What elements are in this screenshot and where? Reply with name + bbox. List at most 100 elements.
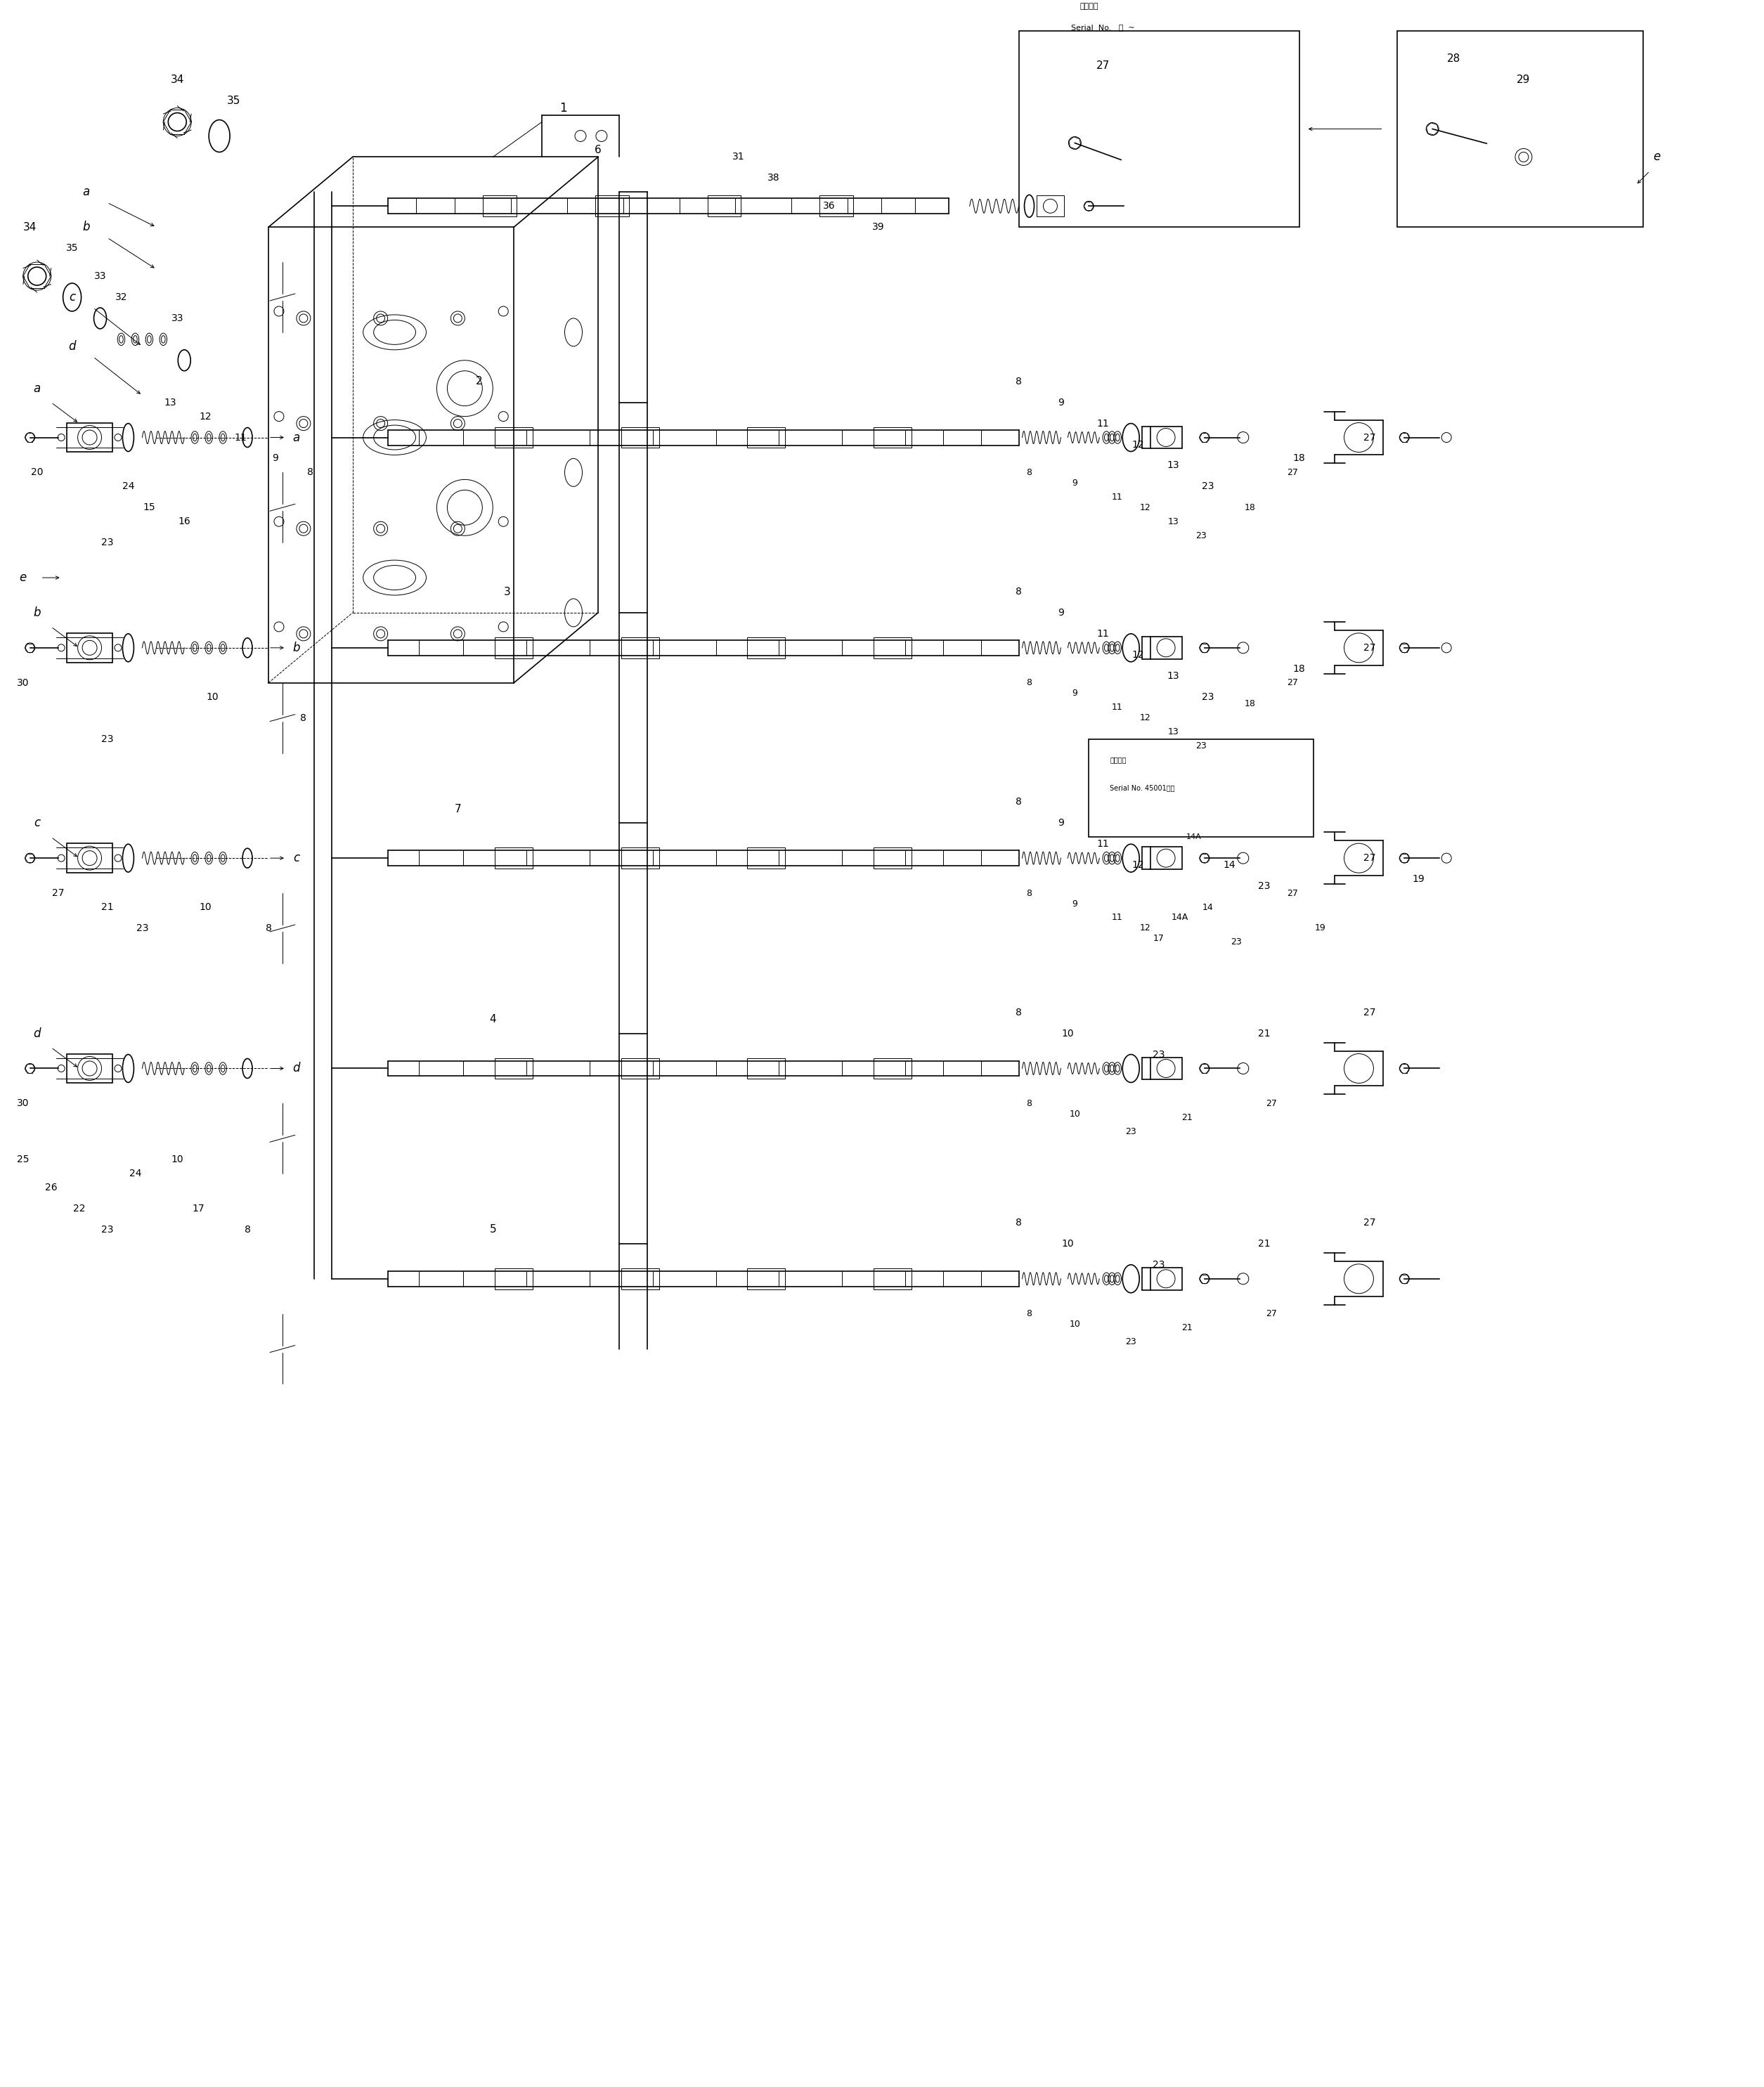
Bar [1088,739,1312,837]
Text: 4: 4 [489,1014,496,1025]
Text: 39: 39 [873,221,886,232]
Text: 35: 35 [65,244,78,253]
Text: 17: 17 [192,1204,205,1213]
Text: 23: 23 [136,922,148,933]
Bar [873,428,912,449]
Bar [1035,196,1064,217]
Text: 8: 8 [1016,376,1021,386]
Bar [496,1269,533,1290]
Bar [707,196,741,217]
Text: 10: 10 [1062,1029,1074,1039]
Text: 8: 8 [1027,1100,1032,1108]
Text: Serial No. 45001～・: Serial No. 45001～・ [1110,785,1175,791]
Text: 33: 33 [93,271,106,282]
Text: b: b [293,641,300,653]
Bar [1150,426,1182,449]
Text: 34: 34 [23,221,37,232]
Text: 8: 8 [1027,889,1032,897]
Bar [1020,31,1300,227]
Text: 15: 15 [143,503,155,513]
Text: 23: 23 [101,538,113,547]
Text: b: b [34,607,41,620]
Text: 27: 27 [1364,1008,1376,1016]
Text: 21: 21 [1182,1112,1192,1123]
Text: 8: 8 [1027,467,1032,478]
Text: 11: 11 [1111,914,1122,922]
Text: 24: 24 [122,482,134,490]
Text: 13: 13 [1168,728,1178,737]
Text: 18: 18 [1245,503,1256,511]
Bar [496,1058,533,1079]
Text: 12: 12 [1140,714,1150,722]
Text: 21: 21 [101,902,113,912]
Text: 12: 12 [1140,503,1150,511]
Text: 9: 9 [1058,607,1064,618]
Text: 12: 12 [199,411,212,422]
Text: 13: 13 [1166,670,1178,680]
Bar [748,428,785,449]
Text: 11: 11 [1097,419,1110,428]
Text: 27: 27 [51,889,64,897]
Text: 22: 22 [72,1204,85,1213]
Text: 8: 8 [1016,1008,1021,1016]
Text: 14A: 14A [1171,914,1189,922]
Text: 8: 8 [1027,1309,1032,1319]
Text: 38: 38 [767,173,780,184]
Text: 35: 35 [226,96,240,106]
Text: c: c [293,851,300,864]
Bar [496,637,533,657]
Text: 9: 9 [1073,478,1078,488]
Text: 8: 8 [1016,797,1021,808]
Bar [621,428,660,449]
Bar [873,637,912,657]
Text: a: a [34,382,41,394]
Text: 6: 6 [594,144,602,154]
Text: 23: 23 [101,1225,113,1236]
Bar [1150,847,1182,870]
Text: 31: 31 [732,152,744,163]
Bar [483,196,517,217]
Text: 10: 10 [1069,1110,1080,1119]
Text: 23: 23 [1154,1261,1166,1269]
Bar [748,847,785,868]
Text: 14: 14 [1222,860,1235,870]
Text: 27: 27 [1364,432,1376,442]
Text: 17: 17 [1154,935,1164,943]
Bar [1150,1267,1182,1290]
Text: 19: 19 [1413,874,1425,885]
Text: 27: 27 [1286,889,1298,897]
Text: 9: 9 [1058,397,1064,407]
Text: 27: 27 [1286,678,1298,687]
Text: 29: 29 [1517,75,1531,86]
Text: 7: 7 [455,803,460,814]
Text: 27: 27 [1364,643,1376,653]
Bar [748,1058,785,1079]
Text: 8: 8 [307,467,314,478]
Bar [873,1269,912,1290]
Text: 27: 27 [1286,467,1298,478]
Bar [748,1269,785,1290]
Text: 23: 23 [1196,530,1207,541]
Text: 30: 30 [18,1098,30,1108]
Text: 12: 12 [1132,860,1145,870]
Text: 27: 27 [1265,1309,1277,1319]
Text: 33: 33 [171,313,183,323]
Text: 8: 8 [243,1225,250,1236]
Bar [873,847,912,868]
Text: 8: 8 [265,922,272,933]
Bar [1150,637,1182,659]
Text: 9: 9 [1058,818,1064,829]
Text: 23: 23 [1231,937,1242,947]
Text: 19: 19 [1314,925,1327,933]
Text: 27: 27 [1364,1219,1376,1227]
Bar [1150,1058,1182,1079]
Text: 18: 18 [1245,699,1256,707]
Text: 23: 23 [1196,741,1207,751]
Text: 8: 8 [1016,586,1021,597]
Text: 18: 18 [1293,453,1305,463]
Text: d: d [34,1027,41,1039]
Bar [1397,31,1642,227]
Text: 27: 27 [1095,61,1110,71]
Text: a: a [83,186,90,198]
Bar [496,428,533,449]
